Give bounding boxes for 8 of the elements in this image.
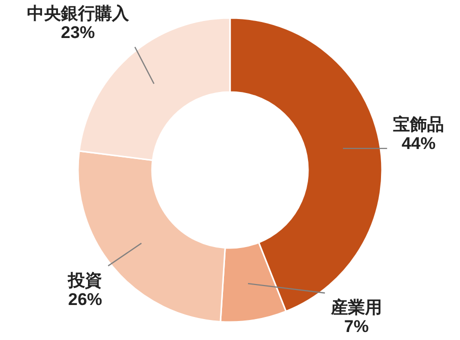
data-label: 7% <box>344 317 369 336</box>
data-label: 26% <box>68 290 102 309</box>
slice-label: 産業用 <box>330 298 382 317</box>
slice-label: 投資 <box>67 270 102 290</box>
slice-label: 中央銀行購入 <box>26 4 130 23</box>
slice-label: 宝飾品 <box>393 115 444 134</box>
data-label: 44% <box>402 134 436 154</box>
data-label: 23% <box>60 23 95 42</box>
